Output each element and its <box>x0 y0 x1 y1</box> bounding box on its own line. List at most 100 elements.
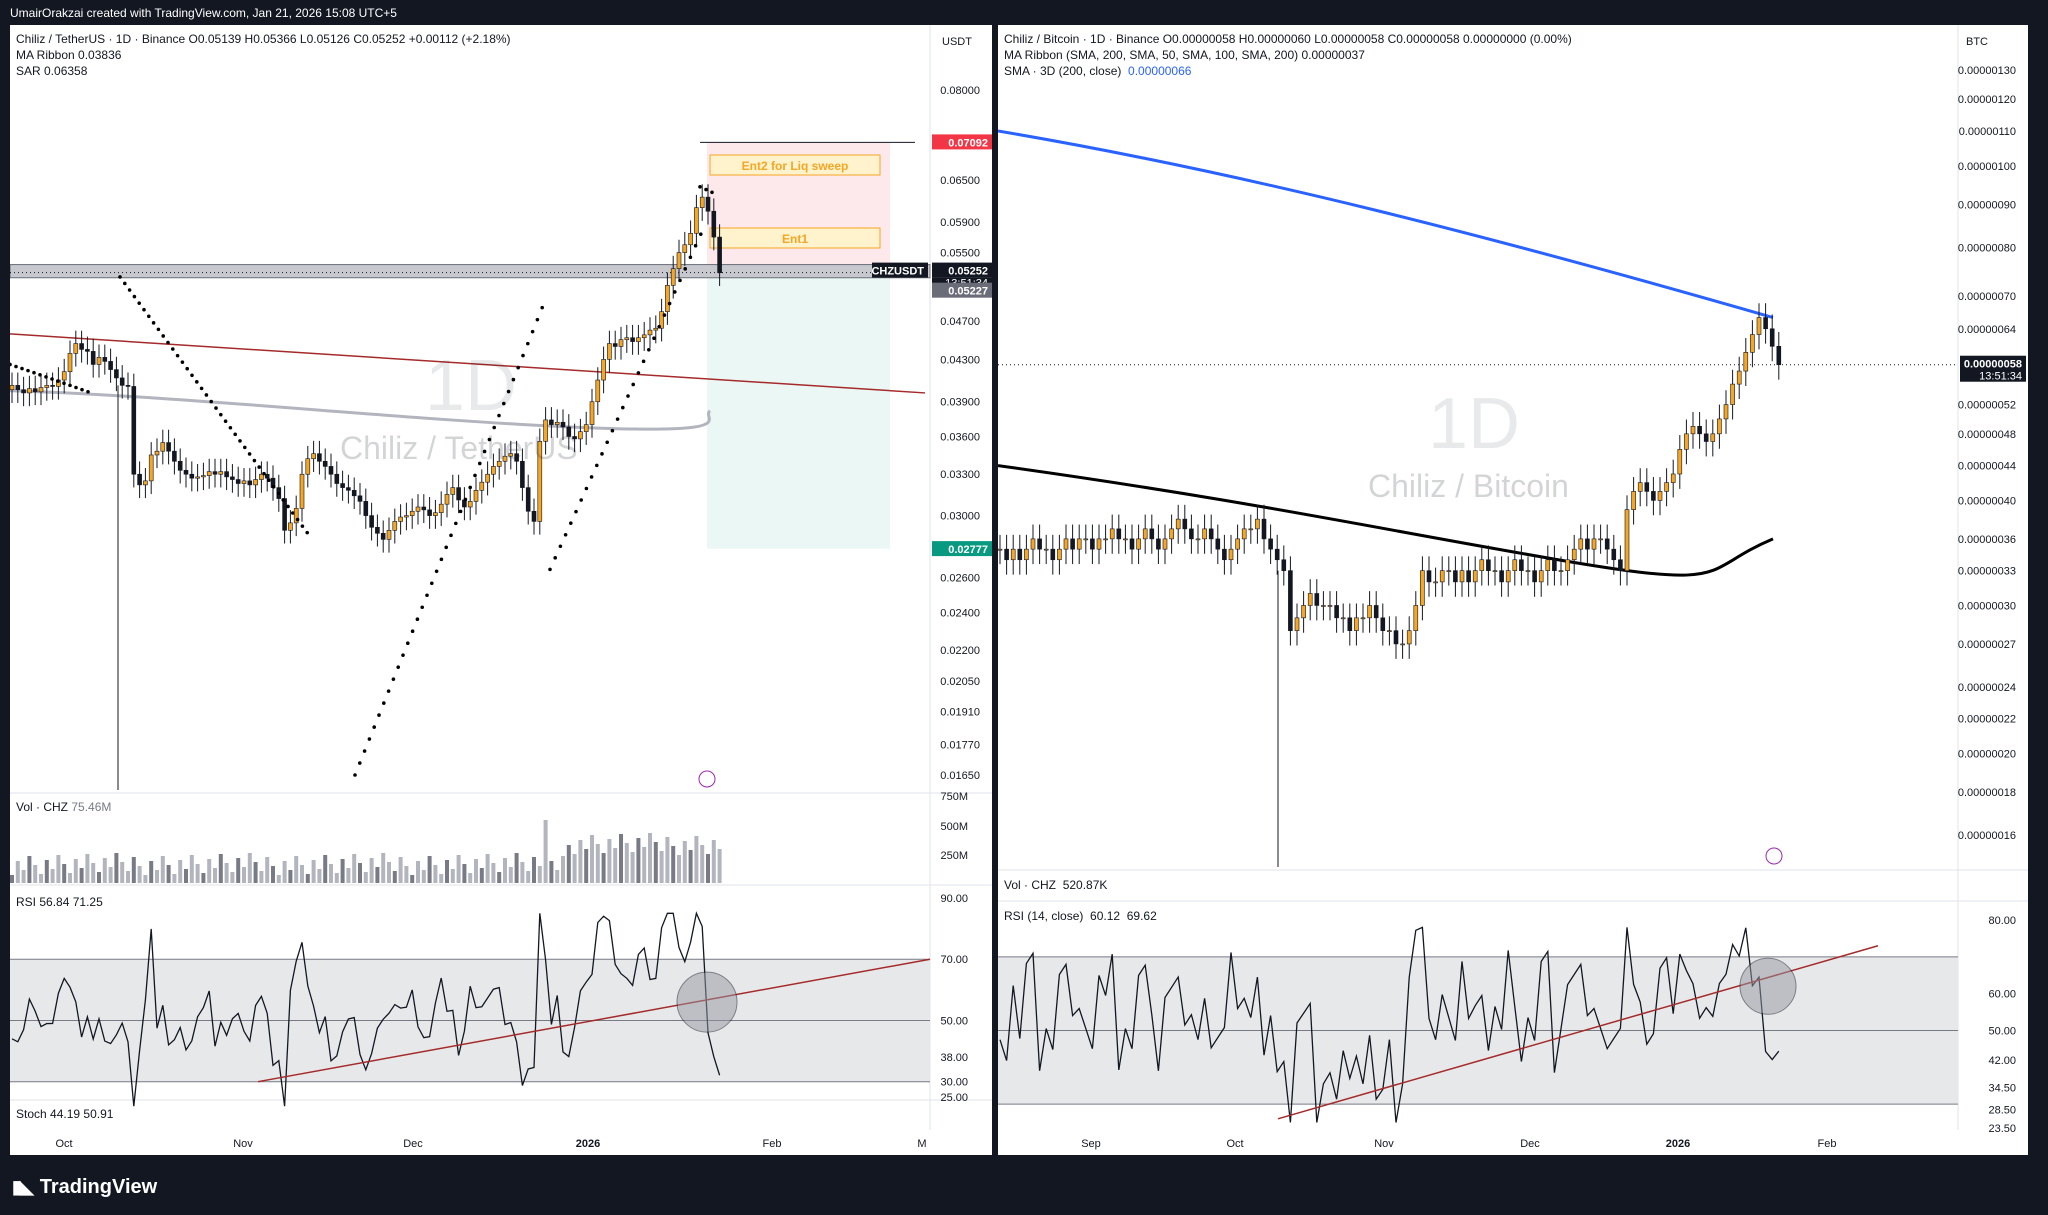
left-chart-svg[interactable]: 0.08000 0.06500 0.05900 0.05500 0.04700 0.043… <box>10 25 992 1155</box>
left-volume-bar <box>97 872 101 883</box>
left-sar-dot <box>286 504 290 509</box>
left-volume-bar <box>73 859 78 883</box>
left-sar-dot <box>693 243 698 248</box>
right-candle-body <box>1274 548 1280 561</box>
left-candle-body <box>485 473 490 483</box>
right-chart-panel[interactable]: 0.00000130 0.00000120 0.00000110 0.00000100… <box>998 25 2028 1155</box>
left-sar-dot <box>468 485 473 490</box>
left-legend-ma-ribbon[interactable]: MA Ribbon 0.03836 <box>16 48 122 62</box>
right-chart-svg[interactable]: 0.00000130 0.00000120 0.00000110 0.00000100… <box>998 25 2028 1155</box>
left-y-tick: 0.08000 <box>940 85 980 97</box>
left-sar-dot <box>204 393 209 397</box>
left-candle-body <box>334 473 340 484</box>
left-sar-dot <box>558 544 563 549</box>
left-volume-bar <box>201 873 206 883</box>
left-stoch-d: 50.91 <box>83 1107 114 1121</box>
left-candle-body <box>241 480 247 484</box>
left-currency-label[interactable]: USDT <box>942 36 972 48</box>
left-sar-dot <box>26 368 30 373</box>
left-candle-body <box>79 343 84 350</box>
left-candle-body <box>375 527 380 534</box>
right-candle-body <box>1677 449 1683 475</box>
right-candle-body <box>1519 559 1524 571</box>
left-volume-bar <box>416 861 420 883</box>
left-volume-bar <box>44 860 49 883</box>
left-candle-body <box>282 498 287 531</box>
tradingview-logo[interactable]: ▮◣ TradingView <box>12 1176 157 1199</box>
left-volume-value: 75.46M <box>71 800 112 814</box>
right-candle-body <box>1030 538 1036 550</box>
right-candle-body <box>1024 548 1029 561</box>
right-candle-body <box>1723 404 1729 420</box>
left-candle-body <box>578 431 583 440</box>
left-legend-sar[interactable]: SAR 0.06358 <box>16 64 88 78</box>
left-candle-body <box>27 388 32 394</box>
right-candle-body <box>1235 538 1240 550</box>
left-candle-body <box>369 515 374 528</box>
left-sar-dot <box>267 478 271 483</box>
right-candle-body <box>1492 570 1498 572</box>
left-sar-dot <box>569 521 573 525</box>
left-rsi-tick: 90.00 <box>940 893 968 905</box>
left-sar-dot <box>449 533 453 538</box>
left-candle-body <box>32 388 38 393</box>
left-ent1-box <box>709 227 881 249</box>
right-candle-body <box>1136 538 1141 550</box>
right-legend-symbol[interactable]: Chiliz / Bitcoin · 1D · Binance O0.00000… <box>1004 32 1572 46</box>
left-sar-dot <box>396 665 401 669</box>
left-candle-body <box>456 487 461 501</box>
left-candle-body <box>479 481 485 491</box>
left-candle-body <box>148 454 154 482</box>
left-volume-bar <box>392 871 397 883</box>
right-candle-body <box>1664 482 1669 492</box>
left-sar-dot <box>478 461 482 466</box>
left-sar-dot <box>553 556 557 560</box>
right-y-tick: 0.00000020 <box>1958 749 2016 761</box>
left-watermark-symbol: Chiliz / TetherUS <box>340 430 578 466</box>
right-candle-body <box>1750 334 1755 353</box>
left-volume-bar <box>236 858 241 883</box>
left-sar-dot <box>521 353 525 358</box>
right-y-tick: 0.00000110 <box>1959 126 2016 138</box>
right-candle-body <box>1017 548 1023 561</box>
left-volume-bar <box>520 862 525 883</box>
right-candle-body <box>1076 538 1082 550</box>
right-candle-body <box>1598 538 1603 541</box>
right-currency-label[interactable]: BTC <box>1966 36 1988 48</box>
left-rsi-tick: 70.00 <box>940 954 968 966</box>
left-sar-dot <box>295 517 300 522</box>
left-volume-bar <box>700 845 705 883</box>
left-sar-dot <box>535 317 540 322</box>
left-sar-dot <box>161 334 165 338</box>
left-sar-dot <box>377 713 381 717</box>
left-y-tick: 0.02600 <box>940 573 980 585</box>
left-volume-bar <box>624 843 629 883</box>
right-time-label: 2026 <box>1666 1138 1690 1150</box>
right-candle-body <box>1624 509 1630 571</box>
left-volume-bar <box>526 871 531 883</box>
left-sar-dot <box>391 677 396 681</box>
left-volume-bar <box>619 834 623 883</box>
left-sar-dot <box>123 281 127 286</box>
left-candle-body <box>572 436 577 440</box>
left-chart-panel[interactable]: 0.08000 0.06500 0.05900 0.05500 0.04700 0.043… <box>10 25 992 1155</box>
left-candle-body <box>357 495 363 502</box>
left-volume-bar <box>450 869 455 883</box>
left-candle-body <box>525 487 531 512</box>
left-volume-bar <box>514 853 519 883</box>
left-sar-dot <box>458 509 463 514</box>
left-candle-body <box>189 473 195 479</box>
left-volume-bar <box>706 854 710 883</box>
right-legend-ma-ribbon[interactable]: MA Ribbon (SMA, 200, SMA, 50, SMA, 100, … <box>1004 48 1365 62</box>
right-y-tick: 0.00000130 <box>1958 65 2016 77</box>
left-volume-bar <box>485 854 490 883</box>
left-sar-dot <box>305 530 310 535</box>
left-sar-dot <box>228 425 233 430</box>
left-legend-symbol[interactable]: Chiliz / TetherUS · 1D · Binance O0.0513… <box>16 32 511 46</box>
left-sar-dot <box>271 484 276 489</box>
right-watermark-symbol: Chiliz / Bitcoin <box>1368 468 1569 504</box>
right-candle-body <box>1710 433 1716 442</box>
right-candle-body <box>1321 605 1326 607</box>
right-candle-body <box>1327 605 1333 607</box>
left-sar-dot <box>257 465 261 469</box>
